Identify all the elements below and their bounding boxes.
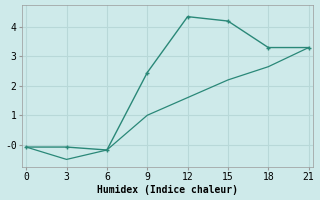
X-axis label: Humidex (Indice chaleur): Humidex (Indice chaleur) xyxy=(97,185,238,195)
